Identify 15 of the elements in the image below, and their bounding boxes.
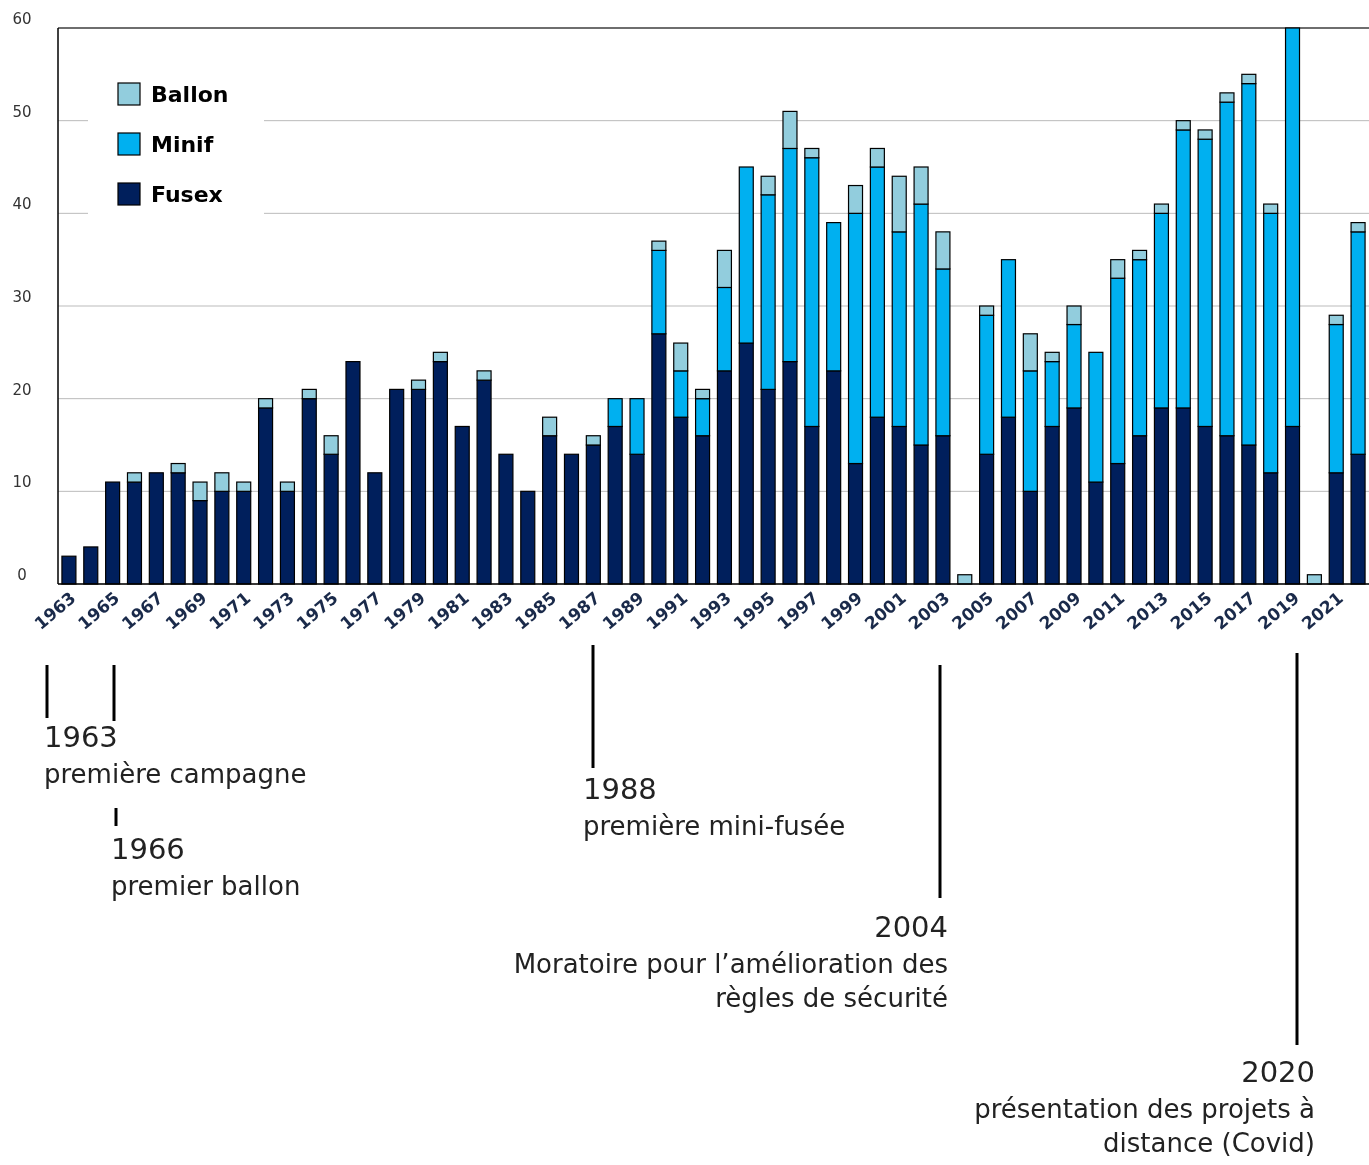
y-tick-label: 30 bbox=[12, 288, 32, 306]
legend-label: Ballon bbox=[151, 82, 229, 107]
y-tick-label: 10 bbox=[12, 473, 32, 492]
text: 2004 Moratoire pour l’amélioration des règles de sécurité bbox=[513, 910, 948, 1013]
y-tick-label: 60 bbox=[12, 10, 32, 28]
legend-label: Fusex bbox=[151, 182, 223, 207]
text: 1966 premier ballon bbox=[111, 832, 301, 901]
y-tick-label: 50 bbox=[12, 102, 32, 121]
legend-label: Minif bbox=[151, 132, 214, 157]
text: 1963 première campagne bbox=[44, 720, 307, 789]
y-tick-label: 20 bbox=[12, 380, 32, 399]
y-tick-label: 40 bbox=[12, 195, 32, 214]
text: 2020 présentation des projets à distance (Covid) bbox=[974, 1055, 1315, 1158]
y-tick-label: 0 bbox=[17, 566, 27, 584]
text: 1988 première mini-fusée bbox=[583, 772, 846, 841]
